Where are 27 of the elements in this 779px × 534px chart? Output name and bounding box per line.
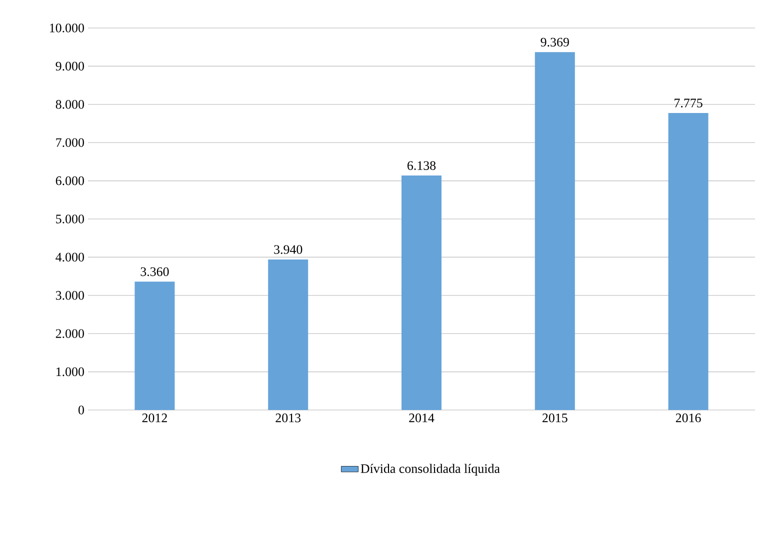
legend-label: Dívida consolidada líquida (360, 464, 500, 476)
bar (268, 259, 308, 410)
y-tick-label: 7.000 (56, 138, 84, 147)
data-label: 7.775 (674, 98, 702, 108)
bar (134, 282, 175, 410)
y-tick-label: 3.000 (56, 291, 84, 300)
bar (402, 176, 442, 410)
y-tick-label: 0 (78, 406, 84, 414)
x-tick-label: 2016 (676, 414, 701, 422)
data-label: 6.138 (407, 161, 436, 170)
bar (668, 112, 708, 410)
y-tick-label: 4.000 (56, 252, 84, 262)
y-tick-label: 9.000 (56, 62, 84, 71)
x-tick-label: 2015 (542, 414, 568, 422)
data-label: 3.360 (140, 267, 169, 276)
y-tick-label: 10.000 (50, 24, 84, 32)
data-label: 3.940 (274, 245, 302, 254)
x-tick-label: 2014 (409, 414, 434, 422)
data-label: 9.369 (540, 38, 569, 47)
y-tick-label: 6.000 (56, 176, 84, 186)
y-tick-label: 2.000 (56, 329, 84, 338)
x-tick-label: 2013 (276, 414, 301, 422)
x-tick-label: 2012 (142, 414, 167, 422)
y-tick-label: 5.000 (56, 214, 84, 224)
bar (534, 52, 575, 410)
y-tick-label: 8.000 (56, 100, 84, 109)
y-tick-label: 1.000 (56, 367, 84, 376)
